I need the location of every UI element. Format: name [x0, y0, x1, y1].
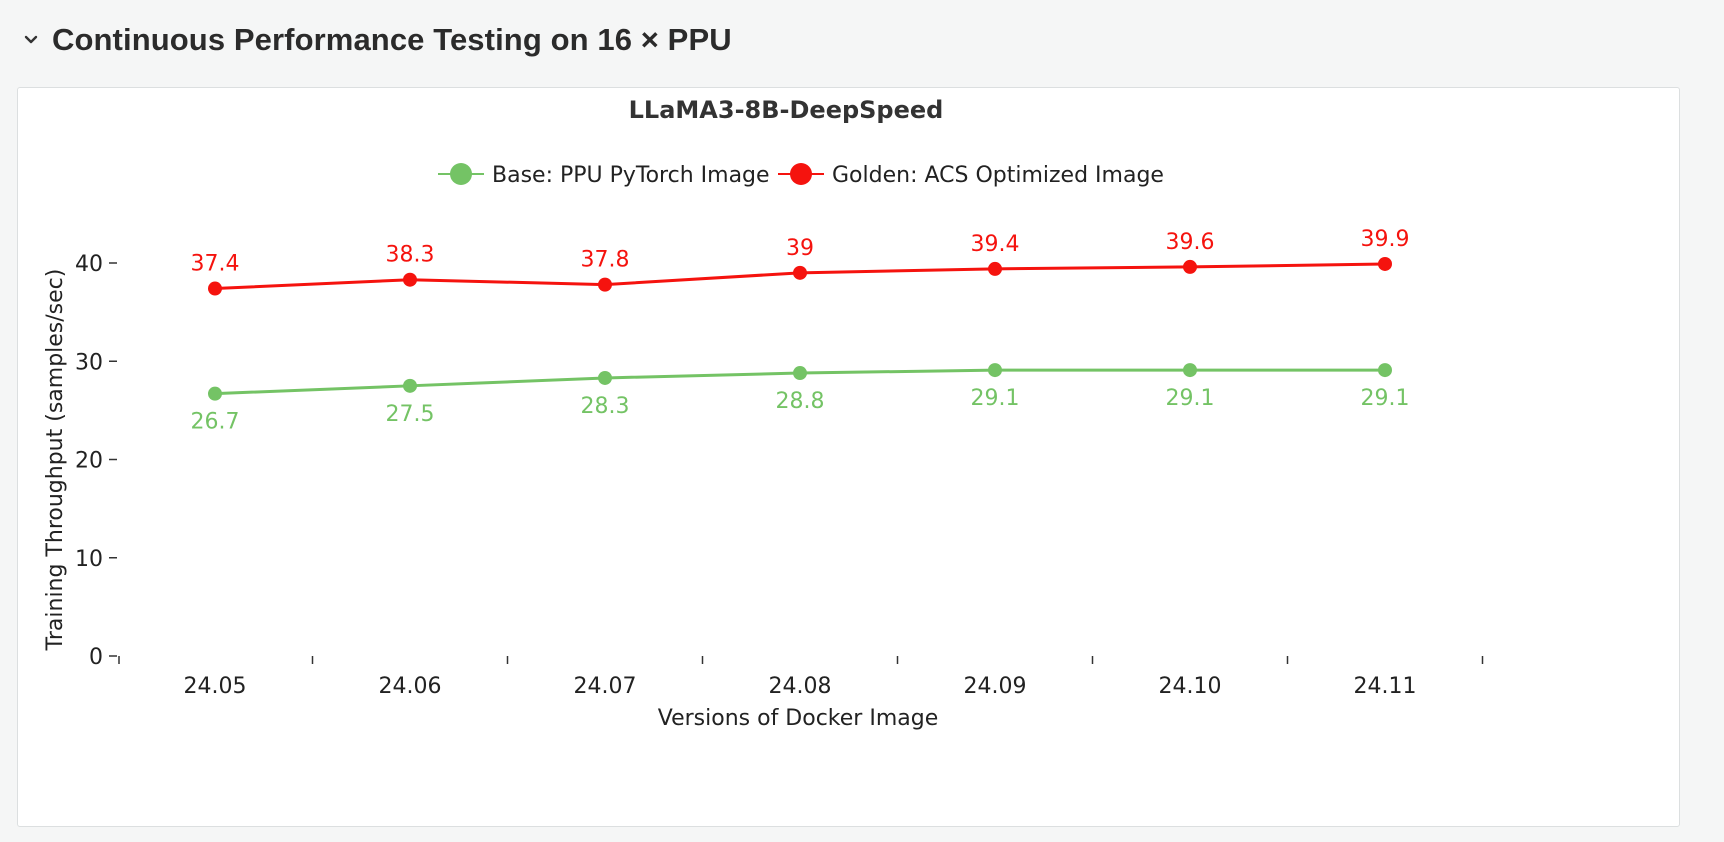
series-1-label-24.09: 29.1 [971, 386, 1020, 411]
series-2-point-24.05 [208, 281, 222, 296]
series-2-label-24.07: 37.8 [581, 248, 630, 273]
x-tick-label-24.10: 24.10 [1159, 674, 1222, 699]
legend-marker-1 [450, 163, 472, 185]
x-tick-label-24.08: 24.08 [769, 674, 832, 699]
x-tick-label-24.06: 24.06 [379, 674, 442, 699]
series-1-label-24.11: 29.1 [1361, 386, 1410, 411]
series-2-point-24.11 [1378, 256, 1392, 271]
series-2-label-24.11: 39.9 [1361, 227, 1410, 252]
series-2-label-24.09: 39.4 [971, 232, 1020, 257]
x-tick-label-24.11: 24.11 [1354, 674, 1417, 699]
y-tick-label-10: 10 [75, 547, 103, 572]
y-tick-label-30: 30 [75, 350, 103, 375]
series-2-point-24.10 [1183, 259, 1197, 274]
series-1-point-24.07 [598, 370, 612, 385]
legend-label-1: Base: PPU PyTorch Image [492, 163, 770, 188]
legend-marker-2 [790, 163, 812, 185]
y-axis-label: Training Throughput (samples/sec) [43, 269, 68, 652]
section-header: Continuous Performance Testing on 16 × P… [20, 14, 732, 66]
series-1-label-24.08: 28.8 [776, 389, 825, 414]
series-1-point-24.05 [208, 386, 222, 401]
series-2-label-24.10: 39.6 [1166, 230, 1215, 255]
chart-title: LLaMA3-8B-DeepSpeed [629, 96, 944, 124]
series-1-label-24.10: 29.1 [1166, 386, 1215, 411]
series-2-point-24.07 [598, 277, 612, 292]
series-1-label-24.07: 28.3 [581, 394, 630, 419]
series-1-point-24.08 [793, 366, 807, 381]
series-2-point-24.08 [793, 265, 807, 280]
series-1-point-24.10 [1183, 363, 1197, 378]
series-1-label-24.06: 27.5 [386, 402, 435, 427]
series-2-point-24.09 [988, 261, 1002, 276]
series-1-label-24.05: 26.7 [191, 410, 240, 435]
series-1-point-24.06 [403, 378, 417, 393]
y-tick-label-20: 20 [75, 449, 103, 474]
series-1-point-24.11 [1378, 363, 1392, 378]
x-tick-label-24.07: 24.07 [574, 674, 637, 699]
line-chart: LLaMA3-8B-DeepSpeed Base: PPU PyTorch Ima… [43, 96, 1484, 731]
series-1-point-24.09 [988, 363, 1002, 378]
series-2-label-24.06: 38.3 [386, 243, 435, 268]
x-tick-label-24.09: 24.09 [964, 674, 1027, 699]
legend-label-2: Golden: ACS Optimized Image [832, 163, 1164, 188]
chevron-down-icon[interactable] [20, 29, 42, 51]
y-tick-label-40: 40 [75, 252, 103, 277]
series-2-label-24.05: 37.4 [191, 252, 240, 277]
section-title: Continuous Performance Testing on 16 × P… [52, 22, 732, 57]
chart-panel: LLaMA3-8B-DeepSpeed Base: PPU PyTorch Ima… [17, 87, 1680, 827]
y-tick-label-0: 0 [89, 645, 103, 670]
series-2-label-24.08: 39 [786, 236, 814, 261]
x-axis-label: Versions of Docker Image [658, 706, 938, 731]
series-2-point-24.06 [403, 272, 417, 287]
x-tick-label-24.05: 24.05 [184, 674, 247, 699]
